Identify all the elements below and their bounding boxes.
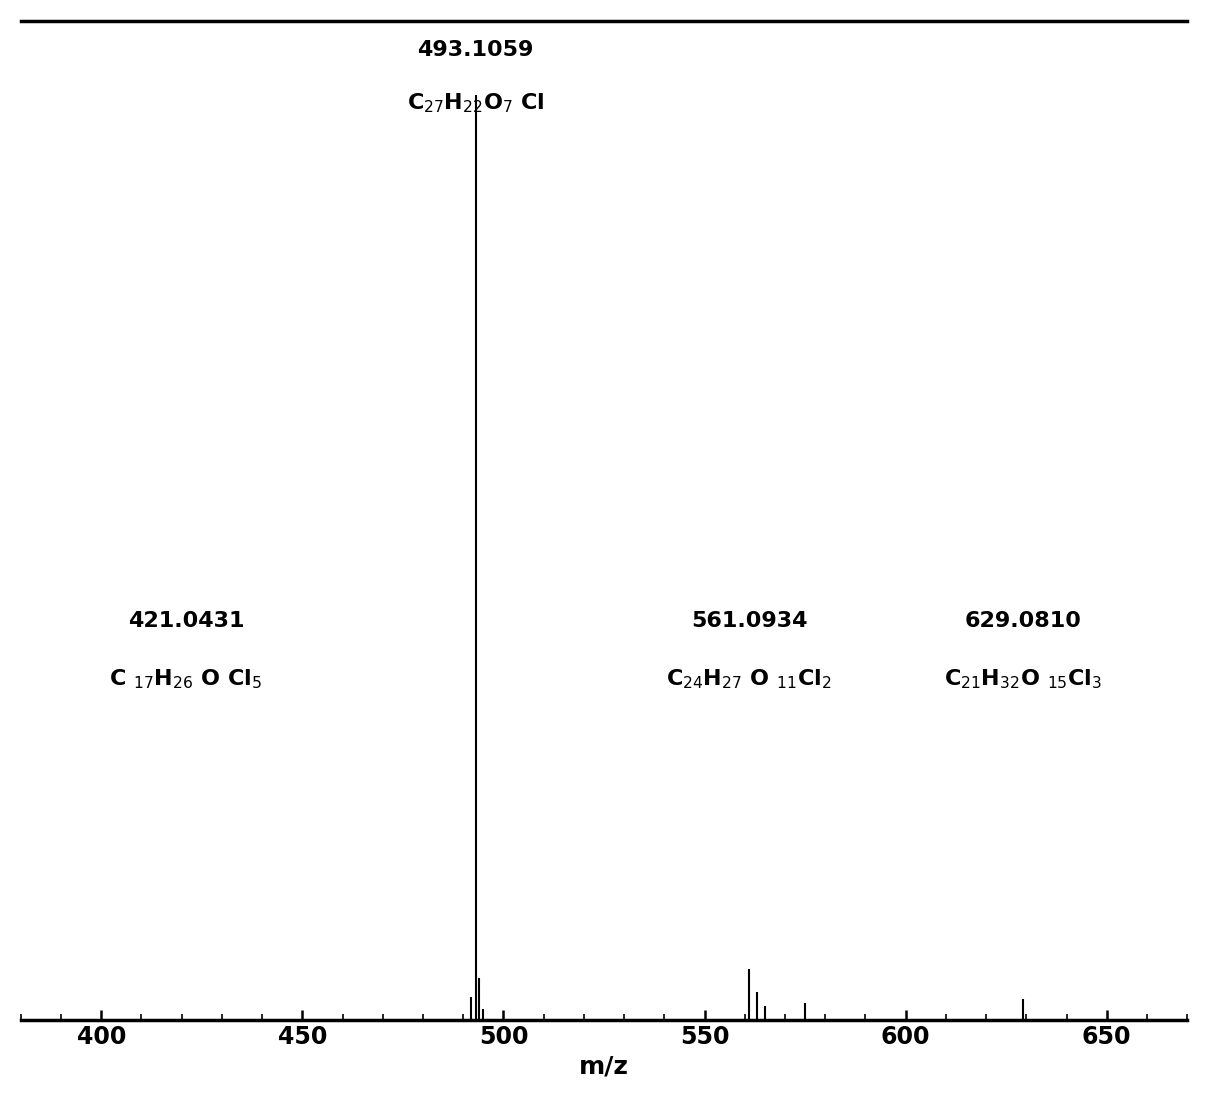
Text: C$_{27}$H$_{22}$O$_{7}$ Cl: C$_{27}$H$_{22}$O$_{7}$ Cl [407,91,545,115]
X-axis label: m/z: m/z [579,1054,629,1078]
Text: 561.0934: 561.0934 [691,611,807,631]
Text: 421.0431: 421.0431 [128,611,244,631]
Text: C $_{17}$H$_{26}$ O Cl$_{5}$: C $_{17}$H$_{26}$ O Cl$_{5}$ [110,668,262,691]
Text: 629.0810: 629.0810 [964,611,1081,631]
Text: C$_{24}$H$_{27}$ O $_{11}$Cl$_{2}$: C$_{24}$H$_{27}$ O $_{11}$Cl$_{2}$ [667,668,832,691]
Text: C$_{21}$H$_{32}$O $_{15}$Cl$_{3}$: C$_{21}$H$_{32}$O $_{15}$Cl$_{3}$ [943,668,1102,691]
Text: 493.1059: 493.1059 [418,40,534,59]
